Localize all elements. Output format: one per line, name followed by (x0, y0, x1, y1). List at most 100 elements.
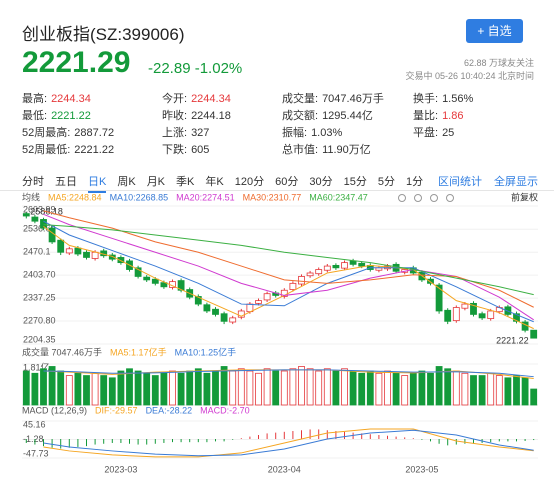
y-tick-label: -1.28 (23, 434, 44, 444)
candle-body (91, 251, 99, 259)
y-tick-label: 2337.25 (23, 292, 56, 302)
candle-body (203, 304, 211, 312)
tab[interactable]: 五日 (55, 176, 77, 188)
tab[interactable]: 季K (176, 176, 195, 188)
volume-bar (65, 375, 73, 406)
tab[interactable]: 月K (146, 176, 166, 188)
volume-bar (100, 375, 108, 406)
candle-body (57, 239, 65, 253)
ma-line (43, 428, 534, 458)
icon (398, 194, 406, 202)
candle-body (134, 267, 142, 277)
legend-entry: MACD (12,26,9) (22, 405, 87, 415)
volume-bar (341, 368, 348, 406)
stat-label: 换手: (413, 93, 439, 105)
candle-body (74, 247, 82, 255)
stat-value: 11.90万亿 (322, 144, 371, 156)
ma-line (43, 220, 534, 323)
volume-bar (237, 368, 245, 406)
volume-bar (143, 372, 151, 406)
legend-entry: MA10:1.25亿手 (175, 346, 237, 357)
tab[interactable]: 1分 (405, 176, 424, 188)
stat-value: 1.86 (442, 110, 464, 122)
legend-entry: 成交量 7047.46万手 (22, 346, 102, 357)
volume-bar (289, 368, 297, 406)
stat: 最高: 2244.34 (22, 90, 91, 106)
stat-value: 2244.34 (191, 93, 231, 105)
y-tick-label: 2204.35 (23, 334, 56, 344)
candle-body (513, 313, 520, 322)
stats: 最高: 2244.34 今开: 2244.34 成交量: 7047.46万手 换手: 1.56… (0, 90, 554, 160)
volume-bar (452, 370, 460, 406)
add-button[interactable]: + 自选 (466, 19, 523, 43)
tab[interactable]: 周K (117, 176, 136, 188)
stat-value: 2244.34 (51, 93, 91, 105)
candle-body (530, 329, 538, 339)
volume-bar (160, 372, 168, 406)
tab[interactable]: 年K (205, 176, 224, 188)
stat-value: 2887.72 (74, 127, 115, 139)
y-tick-label: 2470.1 (23, 247, 51, 257)
volume-bar (177, 372, 185, 406)
tab[interactable]: 120分 (234, 176, 265, 188)
volume-bar (117, 370, 125, 406)
ma-line (43, 224, 534, 296)
stat-label: 上涨: (162, 127, 188, 139)
y-tick-label: 2403.70 (23, 270, 56, 280)
stat-value: 605 (191, 144, 210, 156)
y-tick-label: -47.73 (23, 448, 49, 458)
icon (414, 194, 422, 202)
stat: 上涨: 327 (162, 124, 209, 140)
tab[interactable]: 分时 (22, 176, 44, 188)
volume-bar (349, 370, 357, 406)
stat-label: 最低: (22, 110, 48, 122)
volume-bar (48, 366, 56, 406)
tab[interactable]: 30分 (309, 176, 333, 188)
min-label: 2221.22 (496, 336, 529, 346)
tab[interactable]: 日K (88, 173, 107, 193)
candle-body (151, 278, 159, 284)
stat: 量比: 1.86 (413, 107, 463, 123)
candle-body (461, 303, 469, 309)
candle-body (31, 216, 39, 222)
volume-bar (332, 370, 340, 406)
change: -22.89 -1.02% (148, 60, 242, 77)
stat-value: 2244.18 (191, 110, 231, 122)
volume-bar (392, 372, 400, 406)
stat-value: 2221.22 (74, 144, 115, 156)
stat-label: 下跌: (162, 144, 188, 156)
stat-value: 1.03% (311, 127, 343, 139)
status: 交易中 05-26 10:40:24 北京时间 (405, 71, 534, 81)
stat-value: 327 (191, 127, 210, 139)
tabs: 分时 五日 日K 周K 月K 季K 年K 120分 60分 30分 15分 5分 1分 全屏显示 区间统计 (0, 173, 554, 193)
x-tick-label: 2023-05 (405, 464, 438, 474)
volume-bar (212, 370, 219, 406)
candle-body (487, 310, 495, 319)
stat: 总市值: 11.90万亿 (282, 141, 371, 157)
tab[interactable]: 5分 (377, 176, 395, 188)
ma-line (43, 429, 534, 457)
stat: 振幅: 1.03% (282, 124, 342, 140)
stat-label: 量比: (413, 110, 439, 122)
stat: 换手: 1.56% (413, 90, 473, 106)
volume-bar (478, 375, 486, 406)
tab-link[interactable]: 区间统计 (438, 176, 482, 188)
stat-label: 最高: (22, 93, 48, 105)
x-tick-label: 2023-03 (104, 464, 137, 474)
volume-bar (83, 375, 90, 406)
tab-link[interactable]: 全屏显示 (494, 176, 538, 188)
tab[interactable]: 15分 (343, 176, 367, 188)
y-tick-label: 2603.99 (23, 204, 56, 214)
candle-body (315, 269, 323, 275)
volume-bar (134, 370, 142, 406)
volume-bar (358, 372, 366, 406)
volume-bar (151, 375, 159, 406)
volume-bar (427, 372, 434, 406)
stat-value: 25 (442, 127, 455, 139)
volume-bar (444, 368, 452, 406)
stat-label: 今开: (162, 93, 188, 105)
tab[interactable]: 60分 (275, 176, 299, 188)
volume-bar (384, 370, 391, 406)
candle-body (263, 293, 271, 301)
volume-bar (401, 375, 409, 406)
